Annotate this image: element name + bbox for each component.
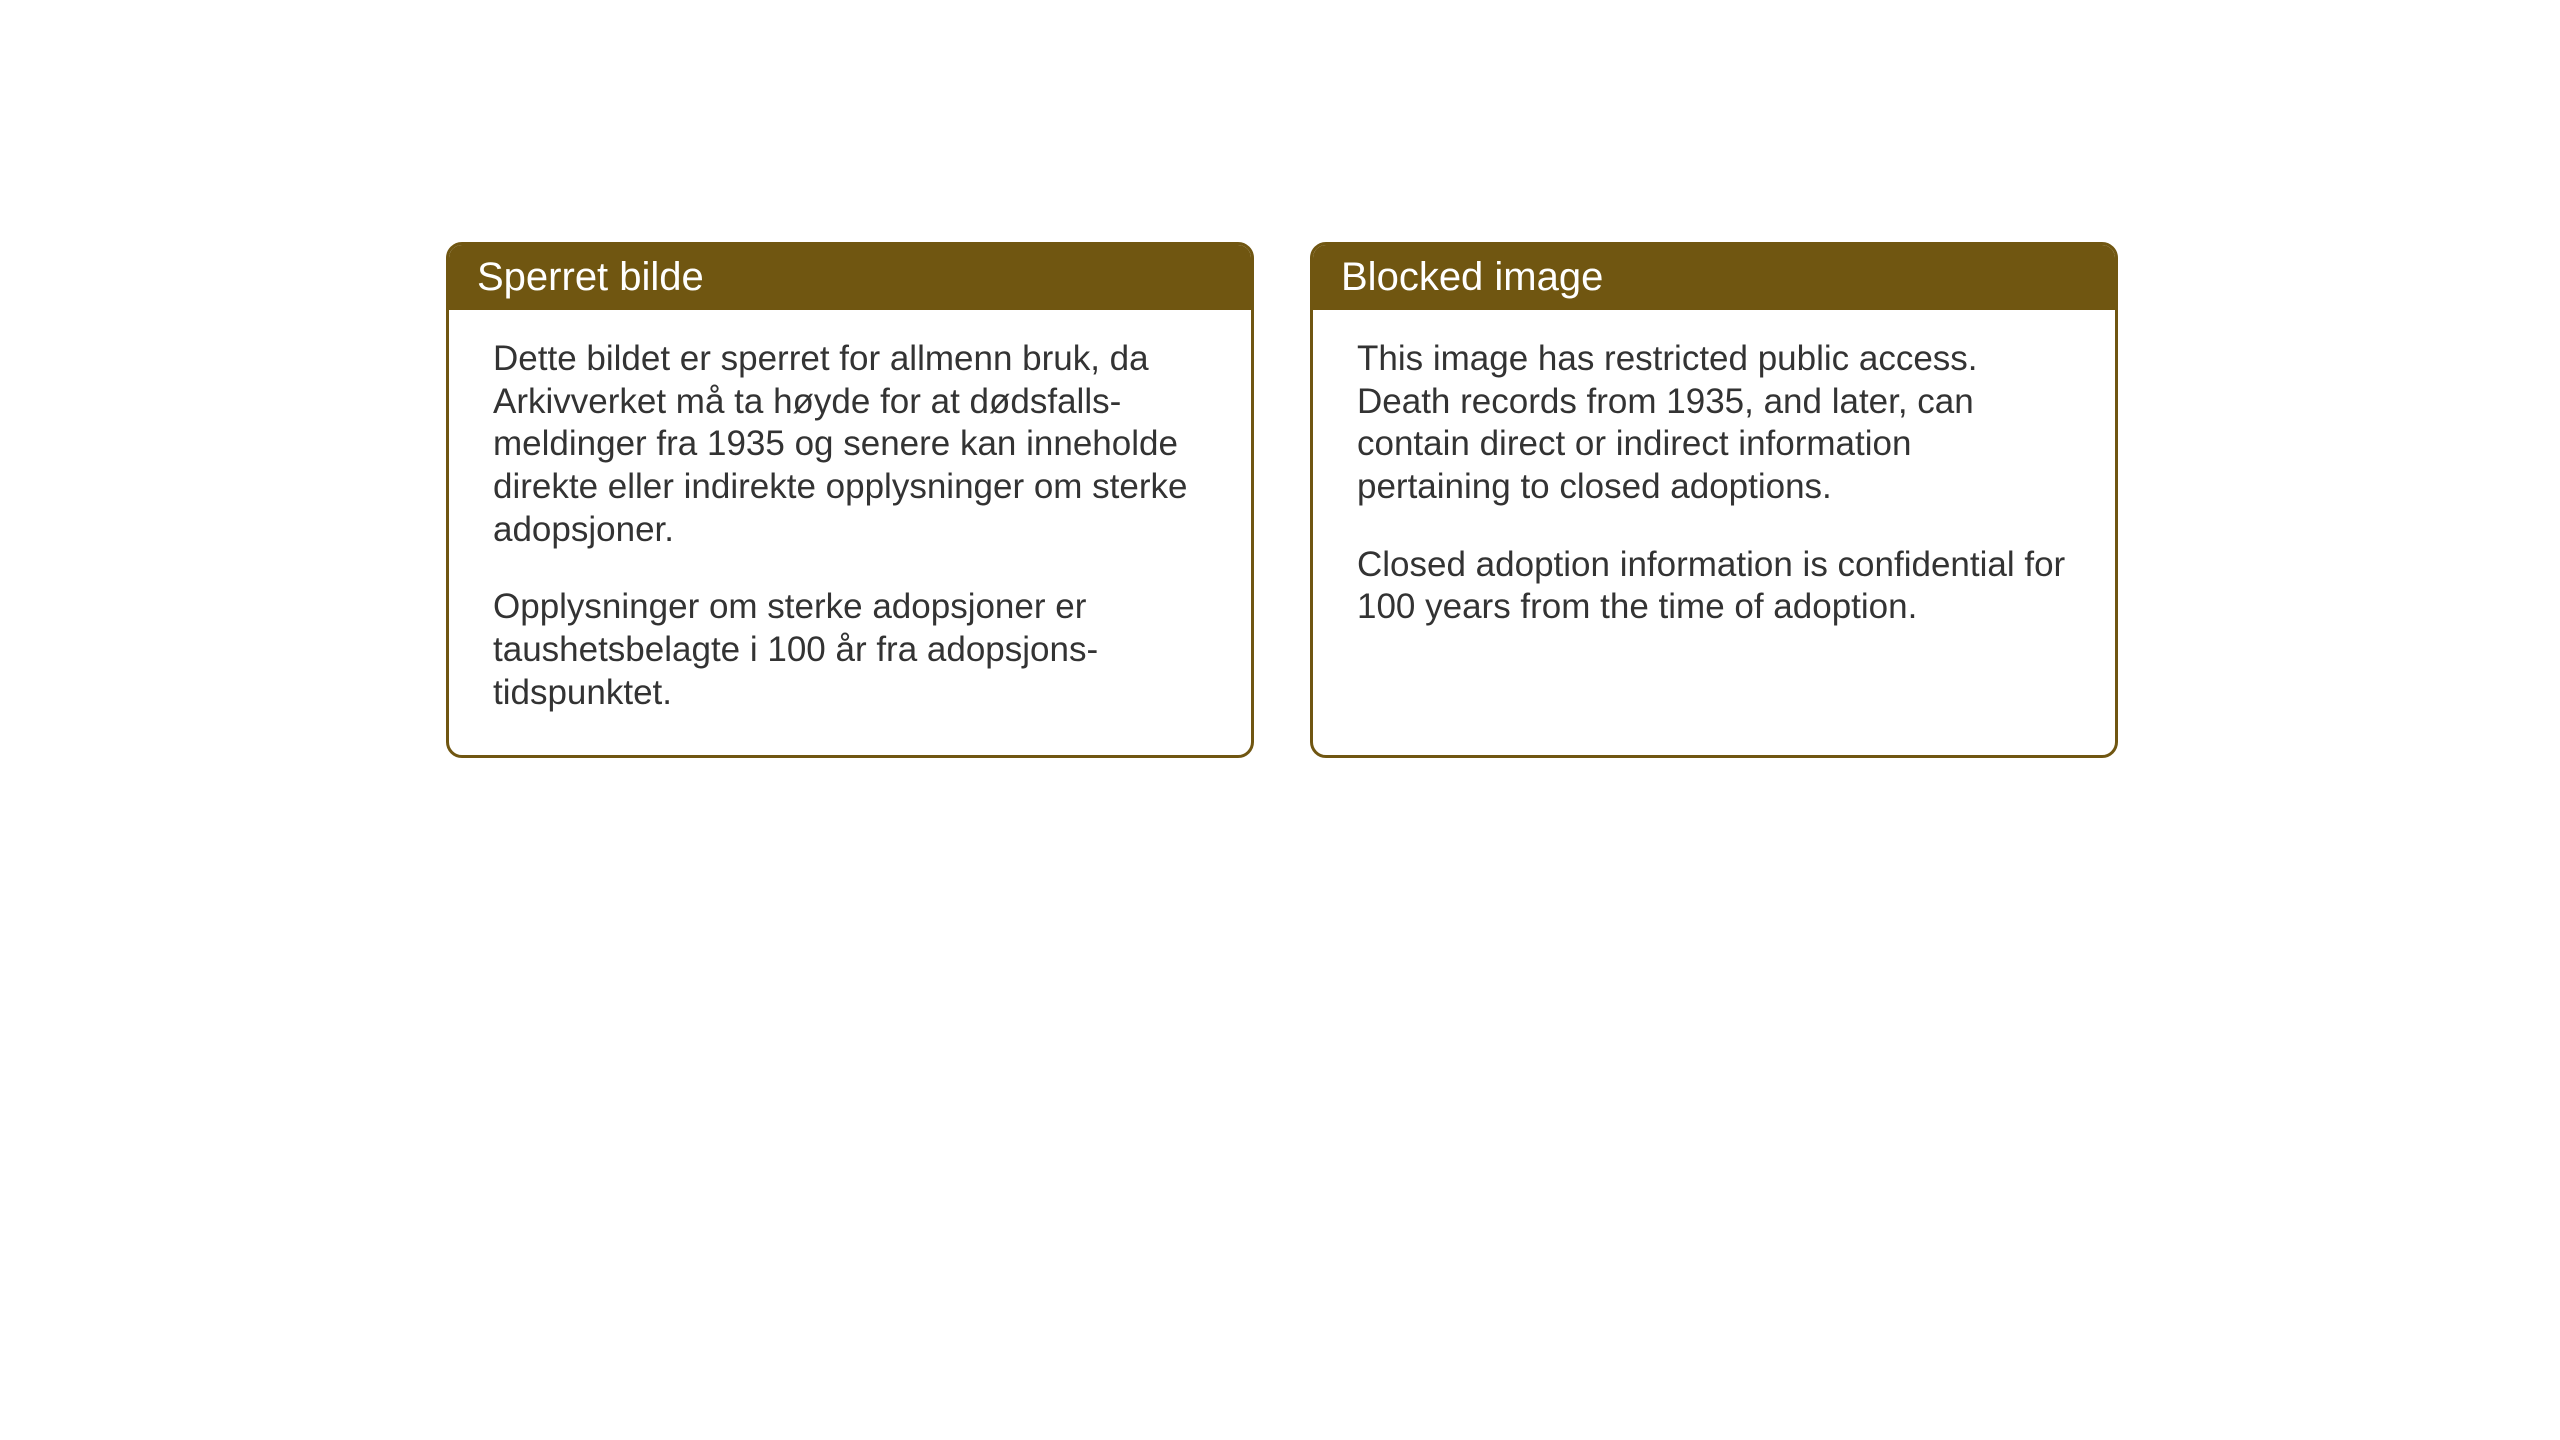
card-body-english: This image has restricted public access.… bbox=[1313, 310, 2115, 750]
card-body-norwegian: Dette bildet er sperret for allmenn bruk… bbox=[449, 310, 1251, 755]
card-paragraph-2-norwegian: Opplysninger om sterke adopsjoner er tau… bbox=[493, 586, 1207, 714]
card-english: Blocked image This image has restricted … bbox=[1310, 242, 2118, 758]
card-paragraph-1-english: This image has restricted public access.… bbox=[1357, 338, 2071, 509]
card-title-norwegian: Sperret bilde bbox=[477, 255, 704, 299]
card-norwegian: Sperret bilde Dette bildet er sperret fo… bbox=[446, 242, 1254, 758]
card-header-norwegian: Sperret bilde bbox=[449, 245, 1251, 310]
card-title-english: Blocked image bbox=[1341, 255, 1603, 299]
cards-container: Sperret bilde Dette bildet er sperret fo… bbox=[0, 0, 2560, 758]
card-paragraph-2-english: Closed adoption information is confident… bbox=[1357, 544, 2071, 629]
card-header-english: Blocked image bbox=[1313, 245, 2115, 310]
card-paragraph-1-norwegian: Dette bildet er sperret for allmenn bruk… bbox=[493, 338, 1207, 551]
